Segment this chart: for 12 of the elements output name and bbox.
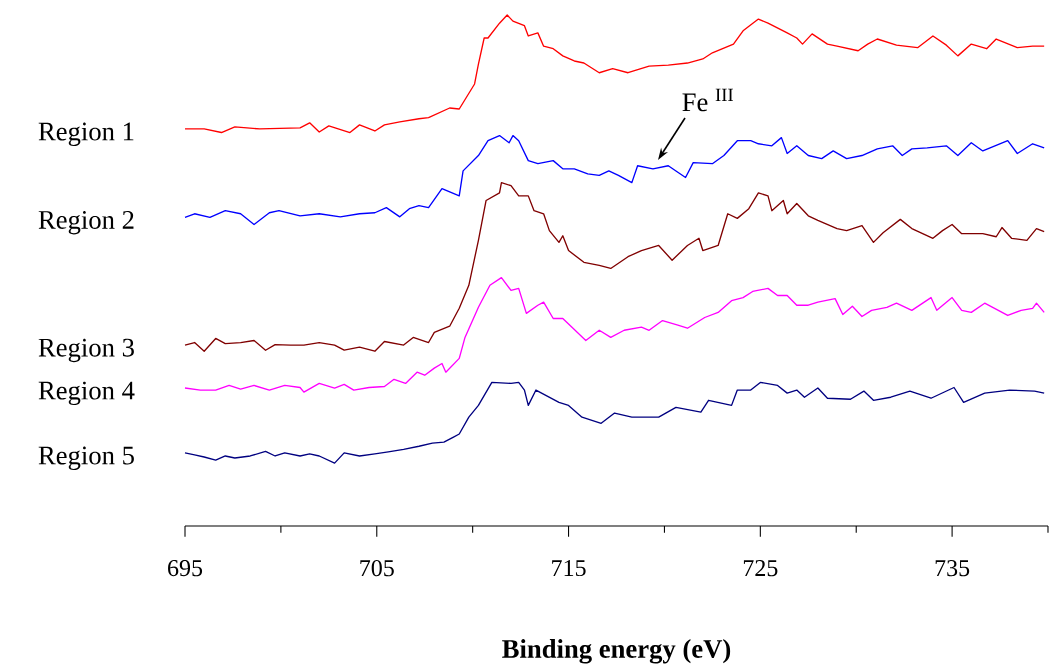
x-tick-label: 715 xyxy=(552,560,586,577)
annotation: Fe $^{III}$ xyxy=(682,88,734,112)
series-label: Region 2 xyxy=(38,210,134,235)
x-tick-label: 705 xyxy=(360,560,394,577)
x-tick-label: 725 xyxy=(743,560,778,577)
series-label: Region 5 xyxy=(38,446,134,470)
series-label: Region 4 xyxy=(38,381,135,406)
series-label: Region 3 xyxy=(38,338,134,363)
x-axis-title: Binding energy (eV) xyxy=(502,639,731,664)
x-tick-label: 735 xyxy=(935,560,970,577)
x-tick-label: 695 xyxy=(168,560,203,577)
series-label: Region 1 xyxy=(38,122,134,146)
